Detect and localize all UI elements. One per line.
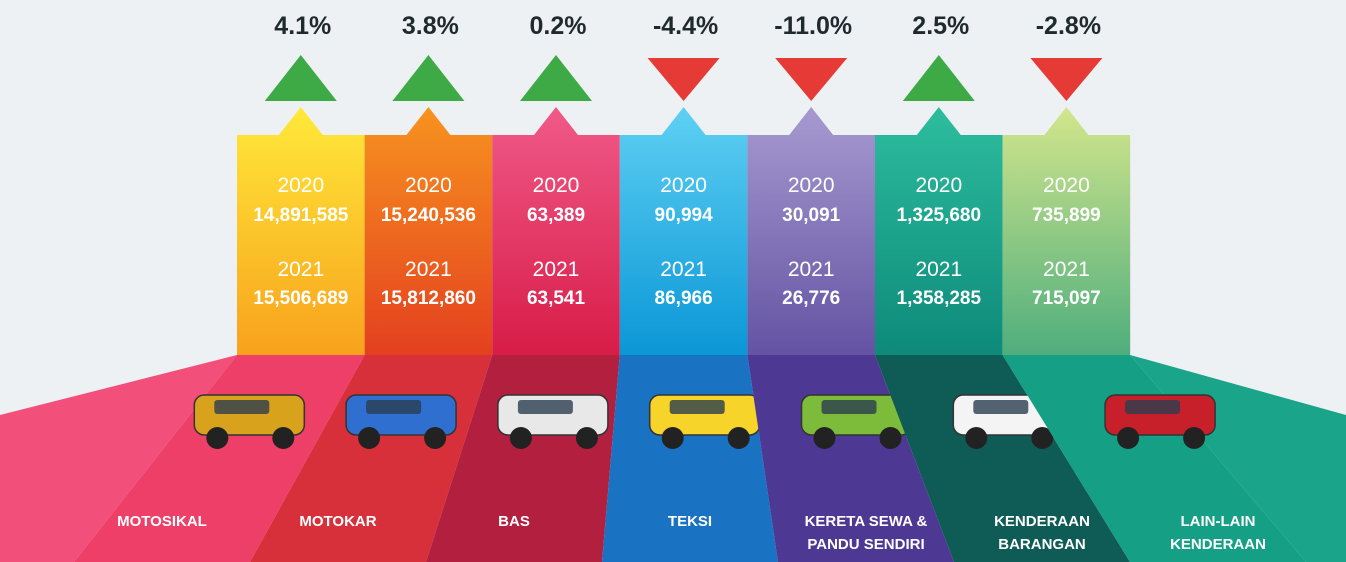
category-label: KERETA SEWA & (805, 513, 928, 530)
change-label: 3.8% (402, 12, 459, 40)
up-arrow (520, 55, 592, 101)
year-label: 2020 (660, 174, 707, 197)
column (492, 107, 620, 355)
vehicle-wheel (206, 427, 229, 449)
column (364, 107, 493, 355)
vehicle-wheel (1117, 427, 1140, 449)
column (619, 107, 748, 355)
year-label: 2021 (915, 258, 962, 281)
value-label: 15,506,689 (253, 288, 348, 309)
category-label: MOTOKAR (299, 513, 376, 530)
vehicle-wheel (575, 427, 598, 449)
year-label: 2020 (405, 174, 452, 197)
vehicle-window (517, 400, 573, 414)
year-label: 2021 (1043, 258, 1090, 281)
value-label: 26,776 (782, 288, 840, 309)
vehicle-icon (648, 394, 761, 449)
up-arrow (392, 55, 465, 101)
up-arrow (902, 55, 975, 101)
column (237, 107, 365, 355)
category-label: KENDERAAN (994, 513, 1090, 530)
vehicle-icon (800, 394, 913, 449)
vehicle-window (214, 400, 270, 414)
vehicle-wheel (879, 427, 902, 449)
category-label: BARANGAN (998, 536, 1086, 553)
value-label: 1,325,680 (897, 205, 982, 226)
change-label: -4.4% (653, 12, 718, 40)
vehicle-icon (1104, 394, 1216, 449)
category-label: LAIN-LAIN (1181, 513, 1256, 530)
column (1002, 107, 1131, 355)
year-label: 2020 (533, 174, 580, 197)
change-label: 0.2% (530, 12, 587, 40)
value-label: 715,097 (1032, 288, 1101, 309)
fan-segment (747, 355, 954, 562)
fan-segment (1002, 355, 1306, 562)
value-label: 30,091 (782, 205, 841, 226)
vehicle-window (669, 400, 725, 414)
up-arrow (264, 55, 337, 101)
value-label: 63,389 (527, 205, 585, 226)
value-label: 15,240,536 (381, 205, 476, 226)
vehicle-window (366, 400, 422, 414)
value-label: 90,994 (655, 205, 714, 226)
column (875, 107, 1003, 355)
fan-segment (875, 355, 1130, 562)
year-label: 2021 (405, 258, 452, 281)
category-label: PANDU SENDIRI (807, 536, 924, 553)
vehicle-wheel (1183, 427, 1206, 449)
vehicle-wheel (1031, 427, 1054, 449)
vehicle-icon (193, 394, 306, 449)
vehicle-window (1125, 400, 1181, 414)
year-label: 2021 (660, 258, 707, 281)
vehicle-icon (497, 394, 609, 449)
value-label: 86,966 (655, 288, 713, 309)
vehicle-wheel (661, 427, 684, 449)
vehicle-window (973, 400, 1029, 414)
year-label: 2021 (533, 258, 580, 281)
year-label: 2020 (788, 174, 835, 197)
value-label: 1,358,285 (897, 288, 982, 309)
value-label: 735,899 (1032, 205, 1101, 226)
year-label: 2021 (277, 258, 324, 281)
value-label: 14,891,585 (253, 205, 349, 226)
change-label: -11.0% (774, 12, 852, 40)
vehicle-wheel (358, 427, 381, 449)
year-label: 2020 (1043, 174, 1090, 197)
category-label: BAS (498, 513, 530, 530)
category-label: TEKSI (668, 513, 712, 530)
fan-edge-left (0, 355, 237, 562)
down-arrow (647, 58, 720, 101)
vehicle-wheel (424, 427, 447, 449)
vehicle-wheel (965, 427, 988, 449)
vehicle-wheel (727, 427, 750, 449)
year-label: 2020 (915, 174, 962, 197)
change-label: 2.5% (912, 12, 969, 40)
change-label: -2.8% (1036, 12, 1101, 40)
fan-segment (602, 355, 778, 562)
vehicle-wheel (272, 427, 295, 449)
value-label: 63,541 (527, 288, 586, 309)
value-label: 15,812,860 (381, 288, 476, 309)
down-arrow (775, 58, 848, 101)
column (747, 107, 875, 355)
vehicle-wheel (813, 427, 836, 449)
category-label: MOTOSIKAL (117, 513, 207, 530)
vehicle-wheel (509, 427, 532, 449)
year-label: 2021 (788, 258, 835, 281)
year-label: 2020 (277, 174, 324, 197)
category-label: KENDERAAN (1170, 536, 1266, 553)
vehicle-icon (345, 394, 457, 449)
vehicle-window (821, 400, 877, 414)
change-label: 4.1% (274, 12, 331, 40)
down-arrow (1030, 58, 1103, 101)
